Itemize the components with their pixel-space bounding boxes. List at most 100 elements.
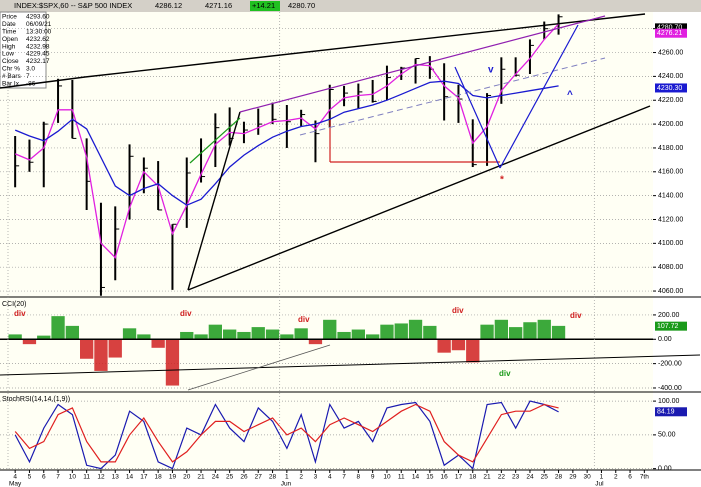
month-label: Jun [281, 481, 292, 487]
x-tick-label: 11 [83, 474, 90, 481]
last-value-box [655, 23, 687, 33]
x-tick-label: 6 [628, 474, 632, 481]
month-label: Jul [595, 481, 604, 487]
bar [251, 327, 265, 340]
trendlines [0, 13, 701, 391]
x-tick-label: 27 [255, 474, 263, 481]
info-value: 4229.45 [26, 51, 50, 58]
annotation: div [180, 309, 192, 318]
x-tick-label: 7th [640, 474, 649, 481]
bar [380, 324, 394, 340]
annotation: div [499, 369, 511, 378]
trendline [84, 13, 646, 78]
bar [65, 325, 79, 340]
info-label: High [2, 43, 16, 50]
bar [51, 316, 65, 340]
y-tick-label: 4060.00 [658, 288, 683, 295]
series-line [14, 80, 559, 206]
y-tick-label: -400.00 [658, 385, 682, 392]
bar [122, 328, 137, 340]
trendline [0, 76, 86, 89]
x-tick-label: 24 [212, 474, 220, 481]
header-box [250, 1, 280, 11]
series-line [14, 403, 559, 463]
trendline [187, 105, 651, 291]
y-tick-label: 50.00 [658, 432, 676, 439]
bar [437, 339, 451, 353]
y-tick-label: 4260.00 [658, 49, 683, 56]
x-tick-label: 19 [169, 474, 177, 481]
x-tick-label: 17 [140, 474, 148, 481]
trendline [239, 15, 606, 113]
bar [366, 334, 380, 340]
x-tick-label: 25 [541, 474, 549, 481]
annotation: div [298, 315, 310, 324]
bar [280, 334, 294, 340]
annotation: div [570, 311, 582, 320]
bar [523, 322, 537, 340]
header-value: 4271.16 [205, 1, 232, 10]
bar [194, 334, 208, 340]
last-value-box [655, 28, 687, 38]
bar [466, 339, 480, 363]
header-value: +14.21 [252, 1, 275, 10]
y-tick-label: 0.00 [658, 465, 672, 472]
bar [451, 339, 466, 351]
bar [537, 319, 551, 340]
x-tick-label: 14 [126, 474, 134, 481]
bar [223, 329, 237, 340]
y-tick-label: -200.00 [658, 360, 682, 367]
bar [8, 334, 22, 340]
x-tick-label: 6 [42, 474, 46, 481]
info-value: 06/09/21 [26, 21, 52, 28]
info-value: 13:30:00 [26, 29, 52, 36]
trendline [454, 66, 501, 169]
x-tick-label: 22 [498, 474, 506, 481]
x-tick-label: 5 [28, 474, 32, 481]
bar [308, 339, 323, 345]
x-tick-label: 8 [357, 474, 361, 481]
x-tick-label: 28 [269, 474, 277, 481]
bar [480, 324, 494, 340]
panel-title: CCI(20) [2, 301, 27, 308]
y-tick-label: 4120.00 [658, 216, 683, 223]
x-tick-label: 15 [426, 474, 434, 481]
trendline [299, 57, 606, 136]
last-value-box [655, 407, 687, 417]
header-value: 4280.70 [288, 1, 315, 10]
info-label: Date [2, 21, 16, 28]
bar [108, 339, 122, 358]
x-tick-label: 1 [285, 474, 289, 481]
bar [137, 334, 151, 340]
bar [151, 339, 165, 348]
last-value-box [655, 321, 687, 331]
y-tick-label: 4160.00 [658, 169, 683, 176]
x-tick-label: 28 [555, 474, 563, 481]
x-tick-label: 11 [398, 474, 405, 481]
bar [294, 328, 308, 340]
x-tick-label: 16 [441, 474, 449, 481]
x-tick-label: 12 [97, 474, 105, 481]
y-tick-label: 4140.00 [658, 192, 683, 199]
last-value-label: 4280.70 [657, 25, 682, 32]
series-line [14, 400, 559, 470]
trendline [189, 117, 241, 164]
info-label: Chr % [2, 66, 20, 73]
info-label: Close [2, 58, 19, 65]
last-value-label: 4276.21 [657, 30, 682, 37]
info-value: 4232.98 [26, 43, 50, 50]
bar [94, 339, 108, 371]
x-tick-label: 29 [569, 474, 577, 481]
title-bar [0, 0, 701, 12]
x-tick-label: 3 [314, 474, 318, 481]
bar [22, 339, 37, 345]
bar [494, 319, 508, 340]
x-tick-label: 1 [600, 474, 604, 481]
bar [551, 325, 566, 340]
x-tick-label: 2 [299, 474, 303, 481]
info-value: 3.0 [26, 66, 35, 73]
y-tick-label: 100.00 [658, 398, 680, 405]
info-value: 4232.17 [26, 58, 50, 65]
bar [180, 331, 194, 340]
